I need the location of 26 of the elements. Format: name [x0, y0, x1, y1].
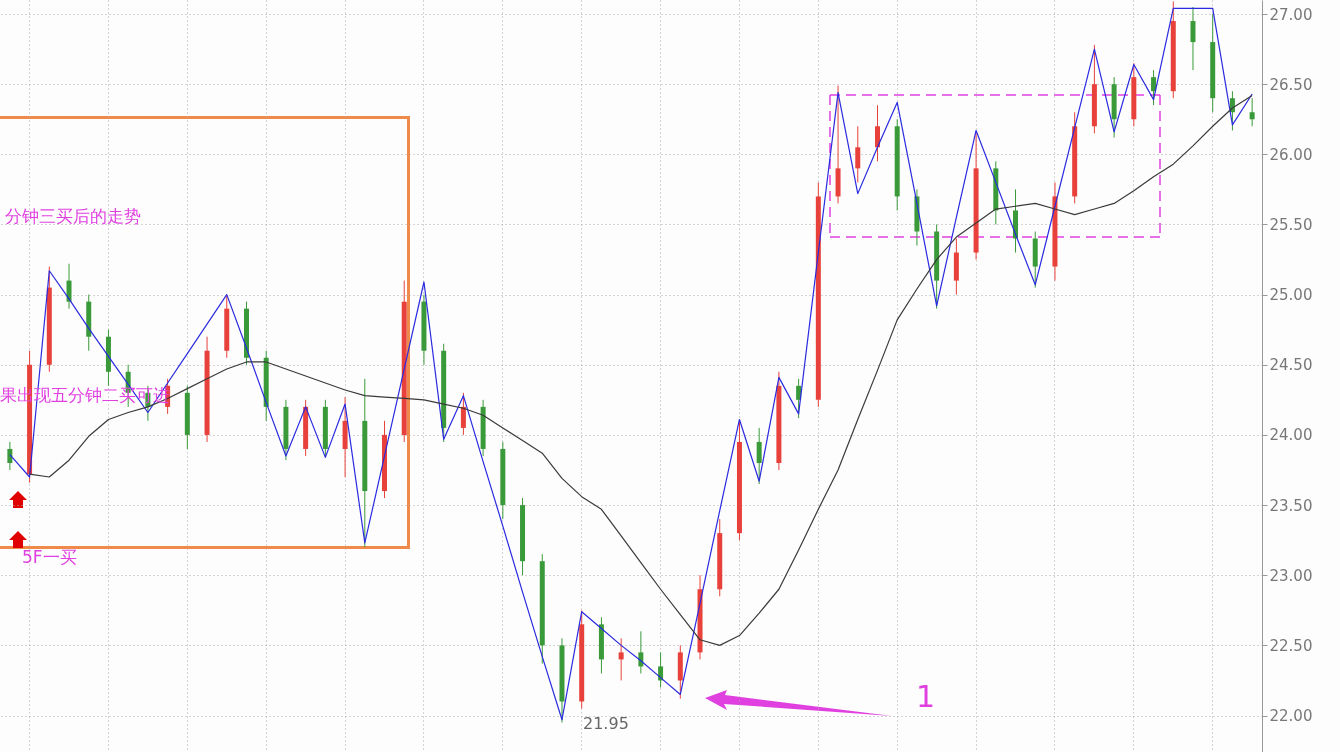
candlestick: [7, 441, 13, 471]
annotation: 21.95: [583, 714, 629, 733]
candlestick: [66, 263, 72, 310]
candlestick: [756, 427, 762, 485]
candlestick: [874, 104, 880, 162]
y-tick-label: 22.50: [1269, 636, 1313, 655]
y-tick-label: 26.00: [1269, 145, 1313, 164]
candlestick: [1151, 69, 1157, 106]
annotation: 分钟三买后的走势: [5, 206, 141, 226]
candlestick: [796, 378, 802, 419]
y-tick-label: 24.50: [1269, 356, 1313, 375]
candlestick: [1190, 6, 1196, 71]
candlestick: [618, 637, 624, 681]
y-tick-label: 23.50: [1269, 496, 1313, 515]
candlestick: [460, 392, 466, 436]
y-tick-label: 22.00: [1269, 707, 1313, 726]
annotation: 1: [916, 679, 936, 714]
candlestick: [855, 125, 861, 183]
y-tick-label: 23.00: [1269, 566, 1313, 585]
candlestick: [1249, 97, 1255, 127]
y-tick-label: 25.50: [1269, 215, 1313, 234]
annotation: 5F一买: [22, 547, 77, 567]
y-tick-label: 26.50: [1269, 75, 1313, 94]
y-tick-label: 24.00: [1269, 426, 1313, 445]
y-tick-label: 27.00: [1269, 5, 1313, 24]
y-tick-label: 25.00: [1269, 286, 1313, 305]
